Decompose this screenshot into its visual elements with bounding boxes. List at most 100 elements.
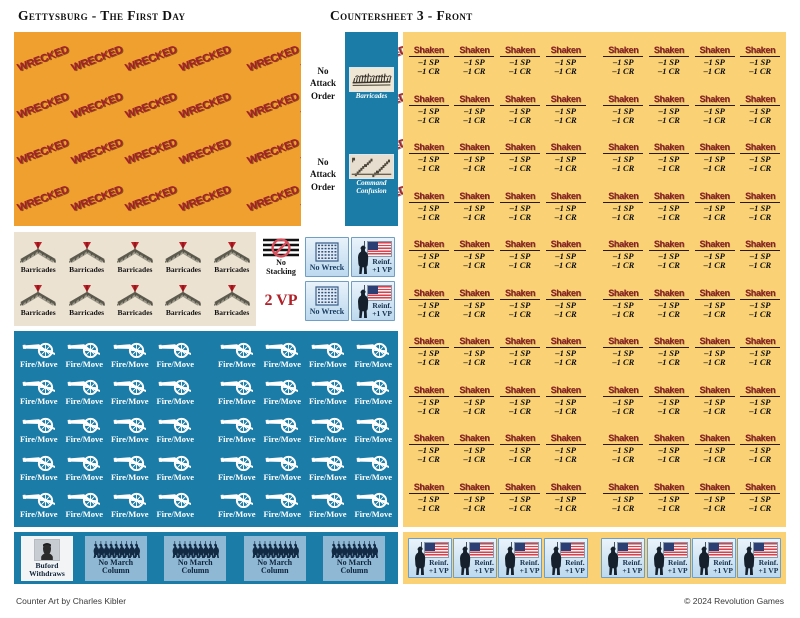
reinforcement-counter[interactable]: Reinf. +1 VP bbox=[351, 237, 395, 277]
shaken-counter[interactable]: Shaken –1 SP –1 CR bbox=[499, 337, 541, 367]
fire-move-counter[interactable]: Fire/Move bbox=[354, 376, 392, 406]
barricade-counter[interactable]: Barricades bbox=[17, 241, 59, 274]
shaken-counter[interactable]: Shaken –1 SP –1 CR bbox=[648, 46, 690, 76]
shaken-counter[interactable]: Shaken –1 SP –1 CR bbox=[499, 482, 541, 513]
no-wreck-counter[interactable]: No Wreck bbox=[305, 281, 349, 321]
shaken-counter[interactable]: Shaken –1 SP –1 CR bbox=[545, 482, 587, 513]
barricade-counter[interactable]: Barricades bbox=[162, 241, 204, 274]
shaken-counter[interactable]: Shaken –1 SP –1 CR bbox=[648, 143, 690, 173]
fire-move-counter[interactable]: Fire/Move bbox=[156, 414, 194, 444]
fire-move-counter[interactable]: Fire/Move bbox=[218, 339, 256, 369]
shaken-counter[interactable]: Shaken –1 SP –1 CR bbox=[739, 240, 781, 270]
shaken-counter[interactable]: Shaken –1 SP –1 CR bbox=[499, 434, 541, 464]
no-wreck-counter[interactable]: No Wreck bbox=[305, 237, 349, 277]
barricade-counter[interactable]: Barricades bbox=[162, 284, 204, 317]
shaken-counter[interactable]: Shaken –1 SP –1 CR bbox=[545, 288, 587, 319]
shaken-counter[interactable]: Shaken –1 SP –1 CR bbox=[694, 482, 736, 513]
fire-move-counter[interactable]: Fire/Move bbox=[218, 414, 256, 444]
shaken-counter[interactable]: Shaken –1 SP –1 CR bbox=[453, 337, 495, 367]
fire-move-counter[interactable]: Fire/Move bbox=[20, 452, 58, 482]
event-counter[interactable]: Barricades bbox=[349, 66, 394, 100]
shaken-counter[interactable]: Shaken –1 SP –1 CR bbox=[739, 337, 781, 367]
fire-move-counter[interactable]: Fire/Move bbox=[309, 414, 347, 444]
shaken-counter[interactable]: Shaken –1 SP –1 CR bbox=[694, 288, 736, 319]
fire-move-counter[interactable]: Fire/Move bbox=[111, 414, 149, 444]
fire-move-counter[interactable]: Fire/Move bbox=[263, 452, 301, 482]
shaken-counter[interactable]: Shaken –1 SP –1 CR bbox=[602, 94, 644, 125]
shaken-counter[interactable]: Shaken –1 SP –1 CR bbox=[648, 240, 690, 270]
barricade-counter[interactable]: Barricades bbox=[66, 241, 108, 274]
fire-move-counter[interactable]: Fire/Move bbox=[218, 376, 256, 406]
fire-move-counter[interactable]: Fire/Move bbox=[309, 339, 347, 369]
shaken-counter[interactable]: Shaken –1 SP –1 CR bbox=[408, 385, 450, 416]
reinforcement-counter[interactable]: Reinf. +1 VP bbox=[407, 538, 452, 578]
wrecked-counter[interactable]: WRECKED bbox=[69, 43, 125, 75]
fire-move-counter[interactable]: Fire/Move bbox=[20, 489, 58, 519]
shaken-counter[interactable]: Shaken –1 SP –1 CR bbox=[453, 288, 495, 319]
wrecked-counter[interactable]: WRECKED bbox=[15, 136, 71, 168]
shaken-counter[interactable]: Shaken –1 SP –1 CR bbox=[453, 240, 495, 270]
shaken-counter[interactable]: Shaken –1 SP –1 CR bbox=[739, 434, 781, 464]
shaken-counter[interactable]: Shaken –1 SP –1 CR bbox=[408, 337, 450, 367]
reinforcement-counter[interactable]: Reinf. +1 VP bbox=[543, 538, 588, 578]
shaken-counter[interactable]: Shaken –1 SP –1 CR bbox=[408, 482, 450, 513]
shaken-counter[interactable]: Shaken –1 SP –1 CR bbox=[545, 46, 587, 76]
barricade-counter[interactable]: Barricades bbox=[17, 284, 59, 317]
shaken-counter[interactable]: Shaken –1 SP –1 CR bbox=[408, 434, 450, 464]
shaken-counter[interactable]: Shaken –1 SP –1 CR bbox=[694, 385, 736, 416]
wrecked-counter[interactable]: WRECKED bbox=[177, 183, 233, 215]
fire-move-counter[interactable]: Fire/Move bbox=[65, 452, 103, 482]
shaken-counter[interactable]: Shaken –1 SP –1 CR bbox=[408, 94, 450, 125]
shaken-counter[interactable]: Shaken –1 SP –1 CR bbox=[545, 191, 587, 222]
shaken-counter[interactable]: Shaken –1 SP –1 CR bbox=[499, 385, 541, 416]
shaken-counter[interactable]: Shaken –1 SP –1 CR bbox=[602, 240, 644, 270]
shaken-counter[interactable]: Shaken –1 SP –1 CR bbox=[602, 191, 644, 222]
fire-move-counter[interactable]: Fire/Move bbox=[218, 452, 256, 482]
wrecked-counter[interactable]: WRECKED bbox=[177, 43, 233, 75]
fire-move-counter[interactable]: Fire/Move bbox=[354, 489, 392, 519]
shaken-counter[interactable]: Shaken –1 SP –1 CR bbox=[739, 143, 781, 173]
shaken-counter[interactable]: Shaken –1 SP –1 CR bbox=[545, 337, 587, 367]
shaken-counter[interactable]: Shaken –1 SP –1 CR bbox=[499, 143, 541, 173]
reinforcement-counter[interactable]: Reinf. +1 VP bbox=[737, 538, 782, 578]
fire-move-counter[interactable]: Fire/Move bbox=[156, 489, 194, 519]
shaken-counter[interactable]: Shaken –1 SP –1 CR bbox=[602, 482, 644, 513]
shaken-counter[interactable]: Shaken –1 SP –1 CR bbox=[408, 143, 450, 173]
barricade-counter[interactable]: Barricades bbox=[211, 241, 253, 274]
fire-move-counter[interactable]: Fire/Move bbox=[65, 489, 103, 519]
wrecked-counter[interactable]: WRECKED bbox=[15, 183, 71, 215]
no-march-column-counter[interactable]: No March Column bbox=[243, 535, 306, 581]
barricade-counter[interactable]: Barricades bbox=[66, 284, 108, 317]
two-vp-counter[interactable]: 2 VP bbox=[259, 292, 303, 310]
shaken-counter[interactable]: Shaken –1 SP –1 CR bbox=[545, 94, 587, 125]
reinforcement-counter[interactable]: Reinf. +1 VP bbox=[691, 538, 736, 578]
shaken-counter[interactable]: Shaken –1 SP –1 CR bbox=[739, 385, 781, 416]
fire-move-counter[interactable]: Fire/Move bbox=[309, 376, 347, 406]
wrecked-counter[interactable]: WRECKED bbox=[15, 43, 71, 75]
shaken-counter[interactable]: Shaken –1 SP –1 CR bbox=[453, 434, 495, 464]
wrecked-counter[interactable]: WRECKED bbox=[245, 43, 301, 75]
reinforcement-counter[interactable]: Reinf. +1 VP bbox=[351, 281, 395, 321]
fire-move-counter[interactable]: Fire/Move bbox=[20, 414, 58, 444]
shaken-counter[interactable]: Shaken –1 SP –1 CR bbox=[602, 385, 644, 416]
wrecked-counter[interactable]: WRECKED bbox=[123, 90, 179, 122]
wrecked-counter[interactable]: WRECKED bbox=[69, 136, 125, 168]
shaken-counter[interactable]: Shaken –1 SP –1 CR bbox=[453, 143, 495, 173]
shaken-counter[interactable]: Shaken –1 SP –1 CR bbox=[545, 143, 587, 173]
no-march-column-counter[interactable]: No March Column bbox=[84, 535, 147, 581]
wrecked-counter[interactable]: WRECKED bbox=[15, 90, 71, 122]
fire-move-counter[interactable]: Fire/Move bbox=[156, 376, 194, 406]
fire-move-counter[interactable]: Fire/Move bbox=[156, 339, 194, 369]
event-counter[interactable]: Command Confusion bbox=[349, 154, 394, 195]
shaken-counter[interactable]: Shaken –1 SP –1 CR bbox=[499, 191, 541, 222]
shaken-counter[interactable]: Shaken –1 SP –1 CR bbox=[499, 46, 541, 76]
shaken-counter[interactable]: Shaken –1 SP –1 CR bbox=[545, 434, 587, 464]
fire-move-counter[interactable]: Fire/Move bbox=[111, 376, 149, 406]
no-march-column-counter[interactable]: No March Column bbox=[164, 535, 227, 581]
shaken-counter[interactable]: Shaken –1 SP –1 CR bbox=[694, 46, 736, 76]
shaken-counter[interactable]: Shaken –1 SP –1 CR bbox=[499, 94, 541, 125]
shaken-counter[interactable]: Shaken –1 SP –1 CR bbox=[408, 240, 450, 270]
shaken-counter[interactable]: Shaken –1 SP –1 CR bbox=[648, 191, 690, 222]
shaken-counter[interactable]: Shaken –1 SP –1 CR bbox=[408, 191, 450, 222]
wrecked-counter[interactable]: WRECKED bbox=[177, 90, 233, 122]
